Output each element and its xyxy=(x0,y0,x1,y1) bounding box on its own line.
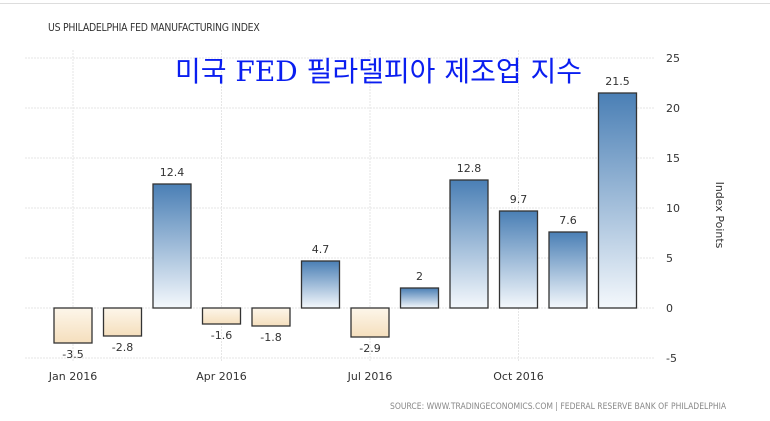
bar xyxy=(251,307,291,327)
data-label: -1.6 xyxy=(211,329,232,342)
y-tick-label: 25 xyxy=(666,52,680,65)
data-label: -1.8 xyxy=(260,331,281,344)
bar xyxy=(201,307,242,325)
data-label: 12.8 xyxy=(457,162,482,175)
x-tick-label: Jul 2016 xyxy=(347,370,393,383)
bar xyxy=(300,260,341,309)
bar xyxy=(548,231,588,309)
y-tick-label: 0 xyxy=(666,302,673,315)
x-tick-label: Jan 2016 xyxy=(48,370,97,383)
bar xyxy=(597,92,638,309)
y-tick-label: 15 xyxy=(666,152,680,165)
data-label: 2 xyxy=(416,270,423,283)
y-axis-label: Index Points xyxy=(713,182,726,249)
data-label: -3.5 xyxy=(62,348,83,361)
data-label: 9.7 xyxy=(510,193,528,206)
y-tick-label: 20 xyxy=(666,102,680,115)
y-tick-label: -5 xyxy=(666,352,677,365)
x-tick-label: Apr 2016 xyxy=(196,370,247,383)
bar xyxy=(102,307,143,337)
data-label: 21.5 xyxy=(605,75,630,88)
source-note: SOURCE: WWW.TRADINGECONOMICS.COM | FEDER… xyxy=(390,402,727,412)
x-tick-label: Oct 2016 xyxy=(493,370,544,383)
bar xyxy=(399,287,440,309)
data-label: 12.4 xyxy=(160,166,185,179)
data-label: 7.6 xyxy=(559,214,577,227)
korean-overlay-title: 미국 FED 필라델피아 제조업 지수 xyxy=(175,55,583,88)
y-tick-label: 10 xyxy=(666,202,680,215)
top-border xyxy=(0,3,770,4)
data-label: -2.8 xyxy=(112,341,133,354)
bar xyxy=(350,307,390,338)
data-label: -2.9 xyxy=(359,342,380,355)
y-tick-label: 5 xyxy=(666,252,673,265)
chart-title: US PHILADELPHIA FED MANUFACTURING INDEX xyxy=(48,21,260,34)
bar xyxy=(53,307,93,344)
bar xyxy=(449,179,489,309)
bar xyxy=(498,210,539,309)
data-label: 4.7 xyxy=(312,243,330,256)
bar xyxy=(152,183,192,309)
